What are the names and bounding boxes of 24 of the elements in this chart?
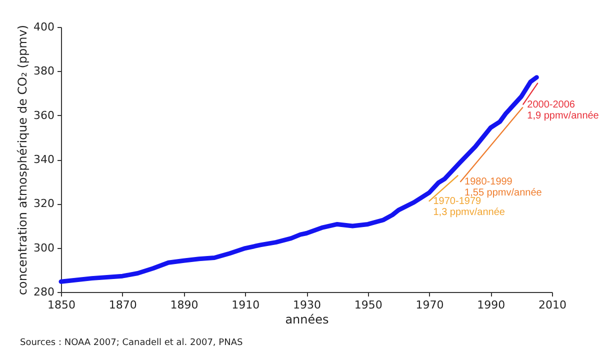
x-tick-label: 1870 <box>108 298 137 312</box>
x-tick-label: 1890 <box>170 298 198 312</box>
y-tick-label: 340 <box>34 153 54 166</box>
y-tick-label: 360 <box>34 108 54 122</box>
x-axis-title: années <box>285 312 329 326</box>
x-tick-label: 1910 <box>232 298 260 312</box>
y-tick-label: 320 <box>34 197 54 210</box>
annotation: 1,3 ppmv/année <box>433 207 506 218</box>
y-tick-label: 380 <box>34 64 54 78</box>
y-tick-label: 400 <box>34 20 54 34</box>
annotation: 1,9 ppmv/année <box>527 110 600 122</box>
x-tick-label: 1970 <box>416 298 444 312</box>
series-label: 1980-1999 <box>464 176 513 188</box>
y-axis-title: concentration atmosphérique de CO₂ (ppmv) <box>16 24 30 296</box>
source-note: Sources : NOAA 2007; Canadell et al. 2007, PNAS <box>20 338 243 348</box>
y-tick-label: 300 <box>34 241 54 254</box>
x-tick-label: 1930 <box>293 298 321 312</box>
y-tick-label: 280 <box>34 286 54 298</box>
x-tick-label: 1850 <box>48 298 76 312</box>
x-tick-label: 2010 <box>538 298 566 312</box>
series-label: 1970-1979 <box>433 196 482 208</box>
series-label: 2000-2006 <box>527 99 576 110</box>
x-tick-label: 1950 <box>354 298 382 312</box>
x-tick-label: 1990 <box>477 298 506 312</box>
